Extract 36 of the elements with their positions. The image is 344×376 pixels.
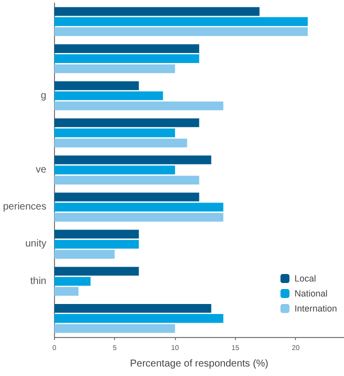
- bar: [54, 314, 224, 323]
- bar: [54, 176, 200, 184]
- bar: [54, 44, 200, 53]
- bar: [54, 212, 224, 222]
- bar: [54, 138, 188, 148]
- y-tick-label: unity: [25, 238, 46, 250]
- bar: [54, 101, 224, 110]
- bar: [54, 128, 176, 138]
- x-axis-title: Percentage of respondents (%): [130, 358, 268, 370]
- bar: [54, 17, 308, 26]
- bar: [54, 230, 139, 239]
- bar: [54, 7, 260, 16]
- bar: [54, 240, 139, 249]
- bar: [54, 192, 200, 202]
- bar: [54, 266, 139, 276]
- bar: [54, 250, 115, 259]
- y-tick-label: g: [40, 90, 46, 102]
- bar: [54, 276, 91, 286]
- bar: [54, 118, 200, 128]
- bar: [54, 156, 212, 164]
- bar: [54, 202, 224, 212]
- bar: [54, 166, 176, 174]
- bar: [54, 324, 176, 333]
- y-tick-label: thin: [30, 276, 46, 287]
- bar: [54, 27, 308, 36]
- legend-label: Local: [294, 274, 316, 284]
- bar: [54, 287, 78, 296]
- y-tick-label: periences: [3, 202, 46, 213]
- bar: [54, 54, 200, 64]
- bar: [54, 91, 163, 100]
- bar: [54, 304, 212, 313]
- legend-label: Internation: [294, 304, 337, 314]
- y-tick-label: ve: [36, 164, 47, 176]
- bar: [54, 64, 176, 74]
- bar: [54, 81, 139, 90]
- legend-label: National: [294, 288, 328, 298]
